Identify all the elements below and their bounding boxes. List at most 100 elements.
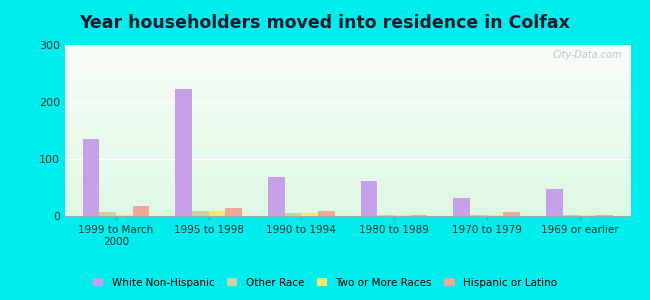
Bar [65,75,630,76]
Bar [411,215,428,216]
Bar [65,154,630,155]
Bar [65,53,630,54]
Bar [302,213,318,216]
Text: City-Data.com: City-Data.com [552,50,622,60]
Bar [65,100,630,101]
Bar [65,111,630,112]
Bar [563,215,580,216]
Bar [65,160,630,161]
Bar [65,61,630,62]
Bar [65,149,630,150]
Bar [65,79,630,80]
Bar [65,200,630,201]
Bar [65,194,630,195]
Bar [65,177,630,178]
Bar [65,112,630,113]
Bar [65,105,630,106]
Bar [65,164,630,165]
Bar [65,160,630,161]
Bar [133,206,150,216]
Bar [65,195,630,196]
Bar [209,212,226,216]
Bar [65,50,630,51]
Bar [65,182,630,183]
Bar [65,163,630,164]
Bar [65,209,630,210]
Bar [65,134,630,135]
Bar [65,126,630,127]
Bar [65,144,630,145]
Bar [65,47,630,48]
Bar [65,167,630,168]
Bar [65,52,630,53]
Bar [65,155,630,156]
Bar [65,68,630,69]
Bar [65,145,630,146]
Bar [65,202,630,203]
Bar [65,184,630,185]
Bar [176,89,192,216]
Bar [65,171,630,172]
Bar [65,196,630,197]
Bar [65,201,630,202]
Bar [65,119,630,120]
Bar [65,180,630,181]
Bar [83,139,99,216]
Bar [65,67,630,68]
Bar [65,80,630,81]
Bar [65,214,630,215]
Bar [318,211,335,216]
Bar [65,73,630,74]
Bar [65,120,630,121]
Bar [65,135,630,136]
Bar [65,138,630,139]
Bar [65,168,630,169]
Bar [65,58,630,59]
Bar [65,130,630,131]
Bar [65,65,630,66]
Bar [65,186,630,187]
Bar [65,159,630,160]
Bar [65,191,630,192]
Bar [65,179,630,180]
Text: Year householders moved into residence in Colfax: Year householders moved into residence i… [79,14,571,32]
Bar [65,115,630,116]
Bar [65,54,630,55]
Bar [65,198,630,199]
Bar [65,56,630,57]
Bar [65,157,630,158]
Bar [65,70,630,71]
Bar [65,46,630,47]
Bar [65,207,630,208]
Bar [65,113,630,114]
Bar [65,185,630,186]
Bar [65,94,630,95]
Bar [65,62,630,63]
Bar [65,208,630,209]
Bar [65,165,630,166]
Bar [65,215,630,216]
Bar [65,174,630,175]
Bar [65,57,630,58]
Bar [65,116,630,117]
Bar [65,162,630,163]
Bar [65,45,630,46]
Bar [65,175,630,176]
Bar [65,190,630,191]
Bar [65,125,630,126]
Bar [65,189,630,190]
Bar [65,106,630,107]
Bar [65,85,630,86]
Bar [65,204,630,205]
Legend: White Non-Hispanic, Other Race, Two or More Races, Hispanic or Latino: White Non-Hispanic, Other Race, Two or M… [88,274,562,292]
Bar [65,152,630,153]
Bar [65,87,630,88]
Bar [65,118,630,119]
Bar [65,173,630,174]
Bar [65,129,630,130]
Bar [65,64,630,65]
Bar [65,166,630,167]
Bar [65,132,630,133]
Bar [65,102,630,103]
Bar [65,136,630,137]
